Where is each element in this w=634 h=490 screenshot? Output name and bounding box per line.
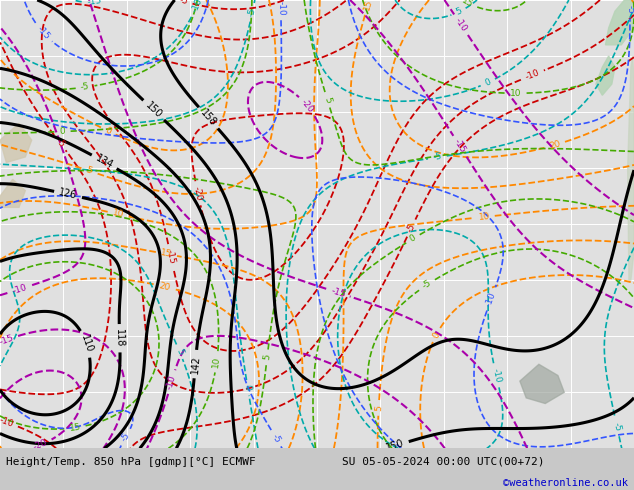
Text: -20: -20 [192, 185, 204, 201]
Text: -15: -15 [86, 0, 102, 7]
Text: 142: 142 [190, 354, 201, 374]
Text: 150: 150 [385, 438, 406, 453]
Text: 15: 15 [362, 0, 374, 11]
Text: -5: -5 [54, 136, 66, 149]
Text: -15: -15 [165, 248, 177, 265]
Text: 110: 110 [79, 334, 94, 354]
Text: -10: -10 [165, 374, 178, 391]
Text: 118: 118 [114, 329, 125, 347]
Text: 10: 10 [112, 208, 125, 220]
Text: SU 05-05-2024 00:00 UTC(00+72): SU 05-05-2024 00:00 UTC(00+72) [342, 457, 545, 466]
Text: 10: 10 [212, 356, 222, 368]
Text: 0: 0 [431, 330, 442, 340]
Text: 10: 10 [510, 89, 522, 98]
Polygon shape [605, 0, 634, 45]
Text: 20: 20 [157, 281, 171, 292]
Text: 5: 5 [454, 7, 463, 17]
Polygon shape [596, 56, 615, 95]
Text: -5: -5 [612, 422, 623, 432]
Text: -5: -5 [80, 82, 90, 92]
Text: 126: 126 [58, 188, 78, 201]
Text: -10: -10 [524, 68, 541, 82]
Text: Height/Temp. 850 hPa [gdmp][°C] ECMWF: Height/Temp. 850 hPa [gdmp][°C] ECMWF [6, 457, 256, 466]
Text: -10: -10 [490, 367, 502, 384]
Text: 150: 150 [143, 100, 164, 120]
Polygon shape [0, 179, 25, 207]
Text: -5: -5 [247, 7, 257, 18]
Text: -5: -5 [625, 4, 634, 14]
Text: -15: -15 [330, 286, 346, 299]
Text: 5: 5 [85, 166, 93, 176]
Text: 15: 15 [160, 248, 173, 260]
Polygon shape [520, 364, 564, 404]
Text: 0: 0 [243, 384, 253, 392]
Text: -10: -10 [190, 0, 204, 14]
Text: 0: 0 [103, 125, 113, 136]
Text: -5: -5 [432, 152, 443, 163]
Text: -20: -20 [299, 98, 316, 115]
Text: 5: 5 [322, 96, 333, 104]
Text: -10: -10 [12, 282, 29, 295]
Text: -5: -5 [421, 279, 433, 291]
Text: 15: 15 [460, 0, 475, 9]
Text: -15: -15 [35, 24, 51, 41]
Polygon shape [628, 56, 634, 280]
Text: -10: -10 [484, 291, 498, 307]
Text: -5: -5 [119, 431, 132, 443]
Text: -15: -15 [452, 138, 468, 155]
Text: 5: 5 [262, 354, 272, 361]
Text: -5: -5 [405, 222, 417, 234]
Text: 20: 20 [548, 139, 562, 151]
Text: 158: 158 [198, 108, 218, 128]
Polygon shape [0, 123, 32, 163]
Text: 0: 0 [408, 233, 418, 244]
Text: 10: 10 [478, 212, 490, 222]
Text: 15: 15 [68, 422, 81, 433]
Text: 134: 134 [94, 153, 115, 171]
Text: 0: 0 [483, 77, 493, 88]
Text: -5: -5 [178, 0, 189, 7]
Text: -10: -10 [276, 0, 285, 15]
Text: -20: -20 [32, 438, 49, 452]
Text: 5: 5 [174, 347, 185, 356]
Text: -10: -10 [453, 16, 469, 33]
Text: -10: -10 [0, 416, 15, 429]
Text: 0: 0 [59, 127, 65, 136]
Text: 5: 5 [374, 405, 384, 411]
Text: ©weatheronline.co.uk: ©weatheronline.co.uk [503, 477, 628, 488]
Text: -5: -5 [270, 432, 282, 444]
Text: -15: -15 [0, 333, 15, 347]
